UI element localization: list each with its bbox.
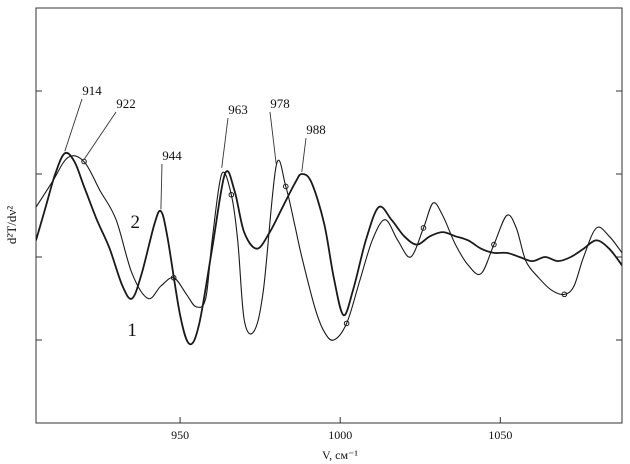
series-line-1 [36, 155, 622, 341]
peak-leader-914 [64, 98, 83, 152]
series-point [420, 225, 427, 231]
series-line-2 [36, 151, 622, 346]
peak-label-988: 988 [306, 122, 326, 137]
series-point [228, 191, 235, 198]
peak-label-922: 922 [116, 96, 136, 111]
peak-leader-988 [301, 137, 307, 173]
y-axis-label: d²T/dν² [4, 206, 19, 244]
peak-label-978: 978 [270, 96, 290, 111]
peak-leader-963 [221, 117, 229, 168]
peak-leader-978 [269, 111, 277, 164]
peak-label-944: 944 [162, 148, 182, 163]
series-point [282, 183, 289, 190]
peak-leader-944 [160, 163, 163, 210]
series-point [491, 241, 497, 248]
series-point [343, 320, 350, 327]
ticks: 950 1000 1050 [36, 90, 622, 442]
peak-leader-922 [83, 111, 117, 160]
curve-label-2: 2 [131, 212, 141, 233]
series-layer [36, 151, 622, 346]
peak-label-914: 914 [82, 83, 102, 98]
x-tick-label: 1050 [488, 428, 512, 442]
annotations: 914 922 944 963 978 988 2 1 [64, 83, 326, 341]
series-point [561, 291, 568, 298]
curve-label-1: 1 [127, 320, 137, 341]
peak-label-963: 963 [228, 102, 248, 117]
x-axis-label: V, см⁻¹ [322, 448, 358, 462]
plot-frame [35, 7, 623, 424]
axes [35, 7, 623, 424]
x-tick-label: 950 [171, 428, 189, 442]
x-tick-label: 1000 [328, 428, 352, 442]
